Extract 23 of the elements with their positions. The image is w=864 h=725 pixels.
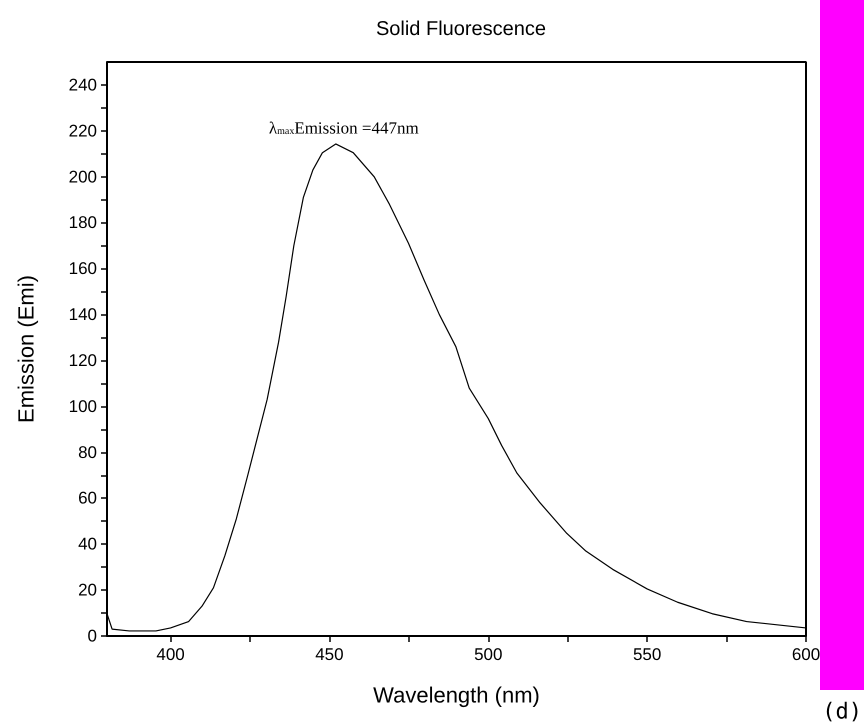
y-tick-label: 120 — [68, 350, 97, 370]
annotation: λmaxEmission =447nm — [268, 118, 419, 138]
y-tick-label: 240 — [68, 75, 97, 94]
x-tick-label: 450 — [315, 645, 344, 664]
x-tick-label: 500 — [474, 645, 502, 664]
y-tick-label: 60 — [78, 488, 97, 508]
y-tick-label: 20 — [78, 580, 97, 600]
y-tick-label: 80 — [78, 442, 97, 462]
y-tick-label: 100 — [68, 396, 97, 416]
chart-title: Solid Fluorescence — [376, 18, 546, 40]
y-axis-title: Emission (Emi) — [14, 275, 38, 423]
y-tick-label: 200 — [68, 167, 97, 186]
y-tick-label: 40 — [78, 534, 97, 554]
y-tick-label: 220 — [68, 121, 97, 140]
x-tick-label: 400 — [156, 645, 185, 664]
text: (d) — [822, 700, 862, 724]
x-tick-label: 550 — [632, 645, 662, 664]
x-axis-title: Wavelength (nm) — [373, 682, 540, 708]
y-tick-label: 140 — [68, 305, 97, 324]
y-tick-label: 0 — [88, 626, 97, 646]
x-tick-label: 600 — [792, 645, 820, 664]
y-tick-label: 180 — [68, 213, 97, 232]
y-tick-label: 160 — [68, 259, 97, 278]
